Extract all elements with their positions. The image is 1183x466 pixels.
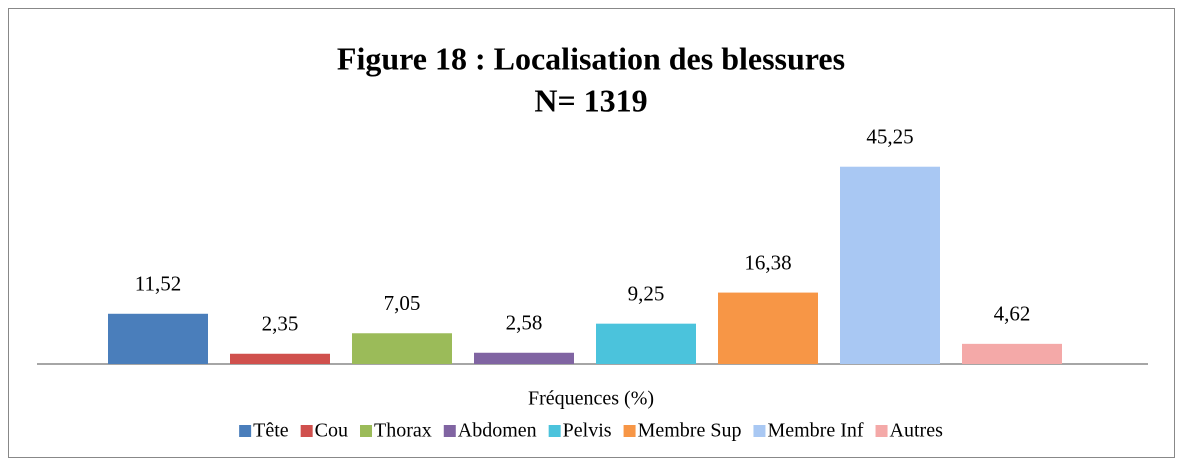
data-label: 2,58 [506,311,543,335]
data-label: 9,25 [628,281,665,305]
data-label: 7,05 [384,291,421,315]
legend-swatch [443,425,456,437]
legend-swatch [300,425,313,437]
chart-title: Figure 18 : Localisation des blessures [337,40,845,76]
bar [718,292,818,364]
data-label: 2,35 [262,312,299,336]
bar [962,343,1062,364]
x-axis-label: Fréquences (%) [528,388,654,410]
legend-label: Pelvis [563,420,612,442]
bar [108,313,208,364]
legend-swatch [239,425,252,437]
bar [230,353,330,364]
data-label: 4,62 [994,302,1031,326]
chart-subtitle: N= 1319 [534,82,647,118]
legend-label: Tête [253,420,289,442]
legend-swatch [875,425,888,437]
data-label: 45,25 [866,125,913,149]
bar [840,166,940,364]
legend-label: Abdomen [458,420,537,442]
legend-label: Autres [890,420,944,442]
legend-swatch [548,425,561,437]
legend-label: Thorax [374,420,432,442]
bar [474,352,574,364]
legend-label: Membre Inf [767,420,863,442]
legend-label: Cou [315,420,348,442]
legend-label: Membre Sup [638,420,742,442]
data-label: 16,38 [744,250,791,274]
chart-frame [8,8,1175,458]
data-label: 11,52 [135,272,181,296]
legend-swatch [623,425,636,437]
bar [596,323,696,364]
legend-swatch [753,425,766,437]
legend-swatch [360,425,373,437]
bar [352,333,452,364]
